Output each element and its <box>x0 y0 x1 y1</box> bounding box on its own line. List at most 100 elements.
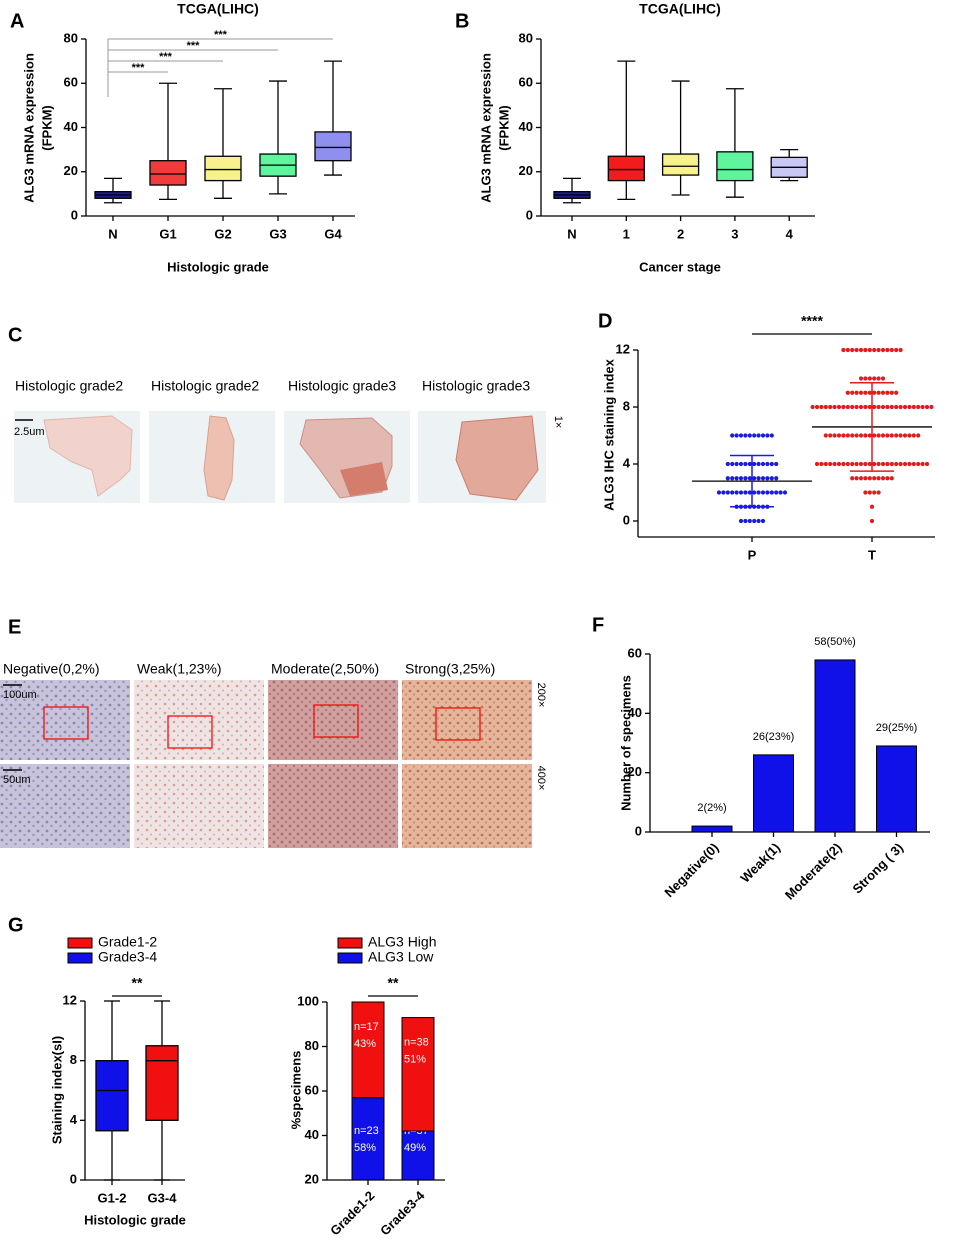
dot <box>850 390 855 395</box>
dot <box>920 404 925 410</box>
dot <box>752 476 757 481</box>
image-panel-e: Negative(0,2%) Weak(1,23%) Moderate(2,50… <box>0 661 547 848</box>
significance: **** <box>801 313 823 329</box>
dot <box>898 461 903 467</box>
dot <box>845 404 850 410</box>
dot <box>730 490 735 495</box>
dot <box>863 376 868 381</box>
dot <box>902 433 908 438</box>
dot <box>867 490 872 495</box>
bar-segment <box>351 1097 385 1181</box>
dot <box>863 390 868 395</box>
y-tick-label: 60 <box>519 75 533 90</box>
dot <box>810 404 815 410</box>
dot <box>765 490 770 495</box>
image-label: Histologic grade3 <box>288 378 396 394</box>
dot <box>832 404 837 410</box>
segment-label: n=38 <box>404 1036 429 1048</box>
dot <box>858 390 864 395</box>
bar-segment <box>351 1001 385 1099</box>
image-label: Histologic grade3 <box>422 378 530 394</box>
y-axis-label: %specimens <box>288 1051 303 1130</box>
legend-swatch <box>67 937 93 949</box>
dot <box>845 347 850 353</box>
legend-label: ALG3 High <box>368 934 436 950</box>
dot <box>734 476 739 481</box>
image-label: Strong(3,25%) <box>405 661 495 677</box>
dot <box>876 376 881 381</box>
dot <box>894 390 899 395</box>
dot <box>756 461 761 467</box>
dot <box>756 518 761 524</box>
dot <box>747 461 752 467</box>
dot <box>823 404 828 410</box>
dot <box>823 461 828 467</box>
dot <box>869 504 875 509</box>
dot <box>894 404 899 410</box>
bar-segment <box>401 1017 435 1132</box>
scale-bar-label: 2.5um <box>14 426 45 438</box>
y-axis-label: (FPKM) <box>496 105 511 151</box>
tissue-image <box>268 764 398 848</box>
dot <box>756 490 761 495</box>
dot <box>738 433 744 438</box>
dot <box>828 433 833 438</box>
y-tick-label: 4 <box>70 1112 78 1127</box>
dot <box>836 461 842 467</box>
y-tick-label: 20 <box>519 163 533 178</box>
magnification: 400× <box>535 766 547 791</box>
x-tick-label: G3-4 <box>148 1190 178 1205</box>
y-tick-label: 40 <box>628 705 642 720</box>
tissue-image <box>134 680 264 760</box>
dot <box>814 404 820 410</box>
dot <box>872 390 877 395</box>
dot <box>885 390 890 395</box>
tissue-image <box>134 764 264 848</box>
dot <box>743 476 748 481</box>
tissue-image <box>0 680 130 760</box>
panel-letter: F <box>592 614 604 636</box>
y-tick-label: 4 <box>623 455 631 470</box>
dot <box>894 347 899 353</box>
x-tick-label: 1 <box>623 226 630 241</box>
dot <box>765 461 770 467</box>
panel-letter: A <box>10 10 24 32</box>
bar <box>814 659 856 833</box>
dot <box>828 404 833 410</box>
dot <box>734 490 739 495</box>
dot <box>872 490 877 495</box>
dot <box>850 476 855 481</box>
dot <box>743 518 748 524</box>
dot <box>752 518 757 524</box>
dot <box>880 461 886 467</box>
y-tick-label: 40 <box>305 1127 319 1142</box>
dot <box>889 461 894 467</box>
dot <box>841 347 846 353</box>
scale-bar-label: 50um <box>3 774 31 786</box>
panel-letter: E <box>8 616 21 638</box>
dot <box>850 404 855 410</box>
magnification: 200× <box>535 683 547 708</box>
dot <box>911 433 916 438</box>
box <box>204 155 242 182</box>
dot <box>872 404 877 410</box>
dot <box>730 433 735 438</box>
dot <box>858 376 864 381</box>
dot <box>725 476 730 481</box>
dot <box>756 433 761 438</box>
dot <box>867 376 872 381</box>
dot <box>841 461 846 467</box>
x-tick-label: P <box>748 547 757 562</box>
dot <box>854 347 859 353</box>
dot <box>907 433 912 438</box>
chart-title: TCGA(LIHC) <box>177 1 259 17</box>
zoom-box <box>43 706 89 740</box>
dot <box>872 461 877 467</box>
dot <box>765 433 770 438</box>
dot <box>863 476 868 481</box>
dot <box>876 461 881 467</box>
dot <box>738 518 744 524</box>
dot <box>924 404 930 410</box>
y-axis-label: Staining index(sI) <box>49 1036 64 1144</box>
zoom-box <box>435 707 481 741</box>
